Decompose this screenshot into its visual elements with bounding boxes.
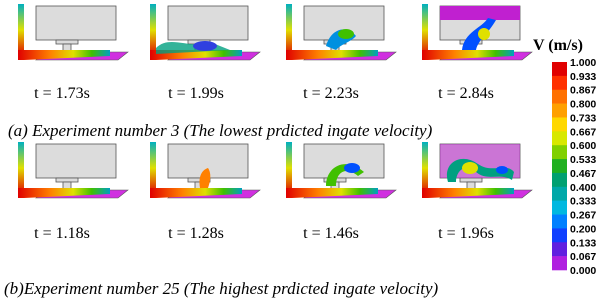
snapshot <box>150 4 260 60</box>
time-label: t = 1.96s <box>438 225 494 242</box>
legend-label: 0.933 <box>570 71 596 83</box>
snapshot <box>422 4 532 60</box>
colorbar-band <box>552 117 567 131</box>
snapshot <box>150 142 260 198</box>
time-label: t = 1.28s <box>168 225 224 242</box>
colorbar-band <box>552 215 567 229</box>
time-label: t = 1.73s <box>34 85 90 102</box>
colorbar-band <box>552 90 567 104</box>
legend-label: 0.000 <box>570 265 596 277</box>
colorbar-band <box>552 173 567 187</box>
colorbar-band <box>552 187 567 201</box>
snapshot <box>286 4 396 60</box>
colorbar-band <box>552 145 567 159</box>
colorbar-band <box>552 201 567 215</box>
legend-label: 0.400 <box>570 182 596 194</box>
legend-label: 0.200 <box>570 223 596 235</box>
colorbar-band <box>552 256 567 270</box>
colorbar-band <box>552 159 567 173</box>
legend-label: 0.533 <box>570 154 596 166</box>
colorbar-band <box>552 242 567 256</box>
time-label: t = 1.46s <box>303 225 359 242</box>
figure: t = 1.73s t = 1.99s t = 2.23s t = 2.84s … <box>0 0 603 307</box>
legend-title: V (m/s) <box>533 37 583 54</box>
snapshot <box>286 142 396 198</box>
legend-label: 0.733 <box>570 112 596 124</box>
colorbar-band <box>552 131 567 145</box>
colorbar-band <box>552 104 567 118</box>
time-label: t = 1.99s <box>168 85 224 102</box>
snapshot <box>422 142 532 198</box>
colorbar-band <box>552 228 567 242</box>
time-label: t = 1.18s <box>34 225 90 242</box>
colorbar-band <box>552 76 567 90</box>
snapshot <box>18 142 128 198</box>
legend-label: 0.133 <box>570 237 596 249</box>
caption: (b)Experiment number 25 (The highest prd… <box>4 279 439 298</box>
legend-label: 1.000 <box>570 57 596 69</box>
legend-label: 0.467 <box>570 168 596 180</box>
legend-label: 0.067 <box>570 251 596 263</box>
snapshot <box>18 4 128 60</box>
time-label: t = 2.23s <box>303 85 359 102</box>
colorbar-band <box>552 62 567 76</box>
legend-label: 0.600 <box>570 140 596 152</box>
legend-label: 0.800 <box>570 99 596 111</box>
legend-label: 0.867 <box>570 85 596 97</box>
legend-label: 0.267 <box>570 210 596 222</box>
time-label: t = 2.84s <box>438 85 494 102</box>
legend-label: 0.333 <box>570 196 596 208</box>
caption: (a) Experiment number 3 (The lowest prdi… <box>8 121 433 140</box>
legend-label: 0.667 <box>570 126 596 138</box>
